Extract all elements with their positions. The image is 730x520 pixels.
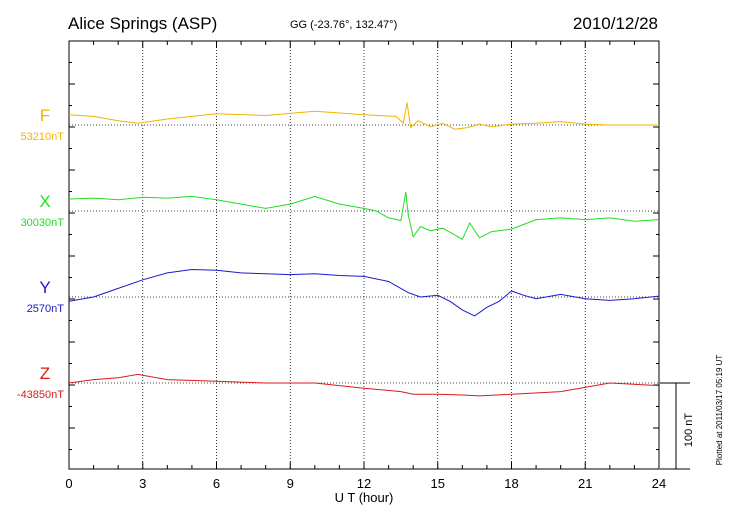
axis-ticks: 0 3 6 9 12 15 18 21 24 — [65, 40, 666, 491]
series-name-f: F — [40, 106, 50, 125]
series-line-z — [68, 373, 660, 397]
x-tick-label: 15 — [431, 476, 445, 491]
x-tick-label: 3 — [139, 476, 146, 491]
series-baseline-label-z: -43850nT — [17, 389, 64, 401]
x-tick-label: 18 — [504, 476, 518, 491]
station-coords: GG (-23.76°, 132.47°) — [290, 19, 397, 31]
x-tick-label: 21 — [578, 476, 592, 491]
grid-lines — [69, 41, 659, 469]
date-label: 2010/12/28 — [573, 14, 658, 33]
series-line-f — [68, 102, 659, 130]
series-name-z: Z — [40, 364, 50, 383]
x-tick-label: 12 — [357, 476, 371, 491]
scale-bar-label: 100 nT — [683, 413, 695, 448]
series-name-x: X — [39, 192, 50, 211]
series-group — [68, 102, 660, 397]
series-labels: F 53210nT X 30030nT Y 2570nT Z -43850nT — [17, 106, 64, 401]
x-tick-label: 24 — [652, 476, 666, 491]
x-tick-label: 9 — [287, 476, 294, 491]
x-axis-label: U T (hour) — [335, 490, 394, 505]
series-baseline-label-x: 30030nT — [21, 217, 65, 229]
x-tick-label: 6 — [213, 476, 220, 491]
scale-bar: 100 nT — [660, 382, 695, 470]
x-tick-label: 0 — [65, 476, 72, 491]
series-line-y — [68, 268, 660, 317]
station-title: Alice Springs (ASP) — [68, 14, 217, 33]
series-baseline-label-y: 2570nT — [27, 303, 65, 315]
series-name-y: Y — [39, 278, 50, 297]
series-line-x — [68, 192, 660, 241]
series-baseline-label-f: 53210nT — [21, 131, 65, 143]
plotted-note: Plotted at 2011/03/17 05:19 UT — [715, 355, 724, 466]
